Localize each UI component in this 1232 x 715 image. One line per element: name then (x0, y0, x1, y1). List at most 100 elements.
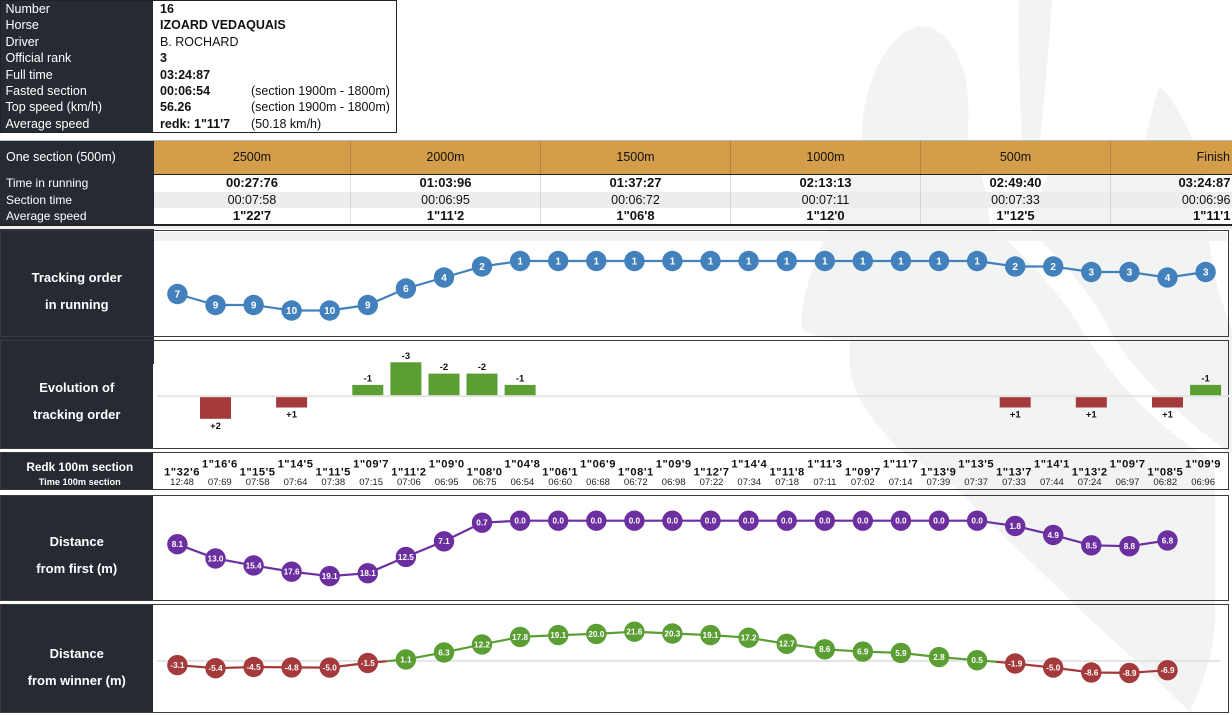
svg-text:3: 3 (1088, 268, 1094, 279)
svg-text:1"06'1: 1"06'1 (542, 466, 578, 478)
svg-text:06:68: 06:68 (586, 477, 610, 488)
svg-text:1: 1 (631, 257, 637, 268)
svg-text:0.0: 0.0 (819, 517, 831, 526)
svg-text:9: 9 (250, 301, 256, 312)
svg-text:7.1: 7.1 (438, 537, 450, 546)
svg-text:0.0: 0.0 (666, 517, 678, 526)
svg-text:1"13'5: 1"13'5 (958, 458, 994, 470)
svg-text:8.8: 8.8 (1123, 542, 1135, 551)
svg-text:12.2: 12.2 (474, 640, 490, 649)
svg-text:0.0: 0.0 (971, 517, 983, 526)
svg-text:0.0: 0.0 (590, 517, 602, 526)
svg-text:07:58: 07:58 (245, 477, 269, 488)
svg-text:1"11'3: 1"11'3 (807, 458, 842, 470)
svg-text:3: 3 (1126, 268, 1132, 279)
svg-text:4: 4 (1164, 273, 1170, 284)
svg-text:1: 1 (936, 257, 942, 268)
svg-text:17.8: 17.8 (512, 633, 528, 642)
svg-text:07:44: 07:44 (1040, 477, 1064, 488)
svg-text:06:75: 06:75 (472, 477, 496, 488)
svg-text:06:82: 06:82 (1153, 477, 1177, 488)
svg-text:06:72: 06:72 (623, 477, 647, 488)
svg-text:9: 9 (365, 301, 371, 312)
svg-text:19.1: 19.1 (550, 631, 566, 640)
svg-text:07:37: 07:37 (964, 477, 988, 488)
svg-text:6.9: 6.9 (857, 648, 869, 657)
svg-text:12.5: 12.5 (397, 553, 413, 562)
svg-text:-1: -1 (1201, 373, 1210, 384)
svg-text:20.3: 20.3 (664, 629, 680, 638)
svg-text:-8.6: -8.6 (1084, 669, 1099, 678)
svg-text:1"13'9: 1"13'9 (920, 466, 956, 478)
svg-text:12:48: 12:48 (170, 477, 194, 488)
svg-text:1"11'5: 1"11'5 (315, 466, 350, 478)
svg-text:1: 1 (974, 257, 980, 268)
svg-text:0.0: 0.0 (933, 517, 945, 526)
svg-text:-4.8: -4.8 (284, 663, 299, 672)
svg-text:1: 1 (783, 257, 789, 268)
svg-text:15.4: 15.4 (245, 562, 261, 571)
svg-text:1"09'7: 1"09'7 (353, 458, 389, 470)
svg-text:0.0: 0.0 (895, 517, 907, 526)
svg-text:1"11'7: 1"11'7 (882, 458, 917, 470)
svg-text:6: 6 (403, 284, 409, 295)
svg-text:07:15: 07:15 (359, 477, 383, 488)
svg-text:-5.4: -5.4 (208, 664, 223, 673)
svg-text:+1: +1 (1162, 409, 1174, 420)
svg-text:19.1: 19.1 (321, 572, 337, 581)
svg-text:06:97: 06:97 (1115, 477, 1139, 488)
svg-text:20.0: 20.0 (588, 630, 604, 639)
svg-text:8.5: 8.5 (1085, 542, 1097, 551)
svg-text:+1: +1 (286, 409, 298, 420)
svg-text:+1: +1 (1085, 409, 1097, 420)
svg-text:-1.5: -1.5 (360, 659, 375, 668)
svg-text:13.0: 13.0 (207, 555, 223, 564)
svg-text:4.9: 4.9 (1047, 531, 1059, 540)
svg-text:1"11'8: 1"11'8 (769, 466, 804, 478)
svg-text:1"15'5: 1"15'5 (239, 466, 275, 478)
svg-text:-2: -2 (439, 362, 447, 373)
svg-text:1: 1 (898, 257, 904, 268)
svg-text:9: 9 (212, 301, 218, 312)
svg-text:0.7: 0.7 (476, 519, 488, 528)
svg-text:+2: +2 (210, 421, 221, 432)
svg-text:-2: -2 (477, 362, 485, 373)
svg-text:07:69: 07:69 (207, 477, 231, 488)
svg-text:4: 4 (441, 273, 447, 284)
svg-text:0.0: 0.0 (514, 517, 526, 526)
svg-text:6.8: 6.8 (1161, 537, 1173, 546)
svg-text:0.0: 0.0 (742, 517, 754, 526)
svg-text:07:11: 07:11 (813, 477, 836, 488)
svg-text:10: 10 (286, 306, 298, 317)
svg-text:2.8: 2.8 (933, 653, 945, 662)
svg-text:07:18: 07:18 (775, 477, 799, 488)
svg-text:0.0: 0.0 (781, 517, 793, 526)
svg-text:07:24: 07:24 (1077, 477, 1101, 488)
svg-text:2: 2 (1012, 262, 1018, 273)
svg-text:17.6: 17.6 (283, 568, 299, 577)
svg-text:1"11'2: 1"11'2 (391, 466, 426, 478)
svg-text:0.5: 0.5 (971, 656, 983, 665)
svg-text:-8.9: -8.9 (1122, 669, 1137, 678)
svg-text:1"09'7: 1"09'7 (844, 466, 880, 478)
svg-text:0.0: 0.0 (552, 517, 564, 526)
svg-text:2: 2 (1050, 262, 1056, 273)
svg-text:10: 10 (324, 306, 336, 317)
svg-text:-3: -3 (401, 351, 409, 362)
svg-text:0.0: 0.0 (704, 517, 716, 526)
svg-text:1"13'2: 1"13'2 (1071, 466, 1107, 478)
svg-text:1"04'8: 1"04'8 (504, 458, 540, 470)
svg-text:-1: -1 (515, 373, 524, 384)
svg-text:06:98: 06:98 (661, 477, 685, 488)
svg-text:19.1: 19.1 (702, 631, 718, 640)
svg-text:07:38: 07:38 (321, 477, 345, 488)
svg-text:1"08'1: 1"08'1 (617, 466, 653, 478)
svg-text:1"13'7: 1"13'7 (996, 466, 1032, 478)
svg-text:1"16'6: 1"16'6 (201, 458, 237, 470)
svg-text:-5.0: -5.0 (322, 664, 337, 673)
svg-text:-5.0: -5.0 (1046, 664, 1061, 673)
svg-text:07:39: 07:39 (926, 477, 950, 488)
svg-text:8.1: 8.1 (171, 540, 183, 549)
svg-text:06:54: 06:54 (510, 477, 534, 488)
svg-text:1: 1 (517, 257, 523, 268)
